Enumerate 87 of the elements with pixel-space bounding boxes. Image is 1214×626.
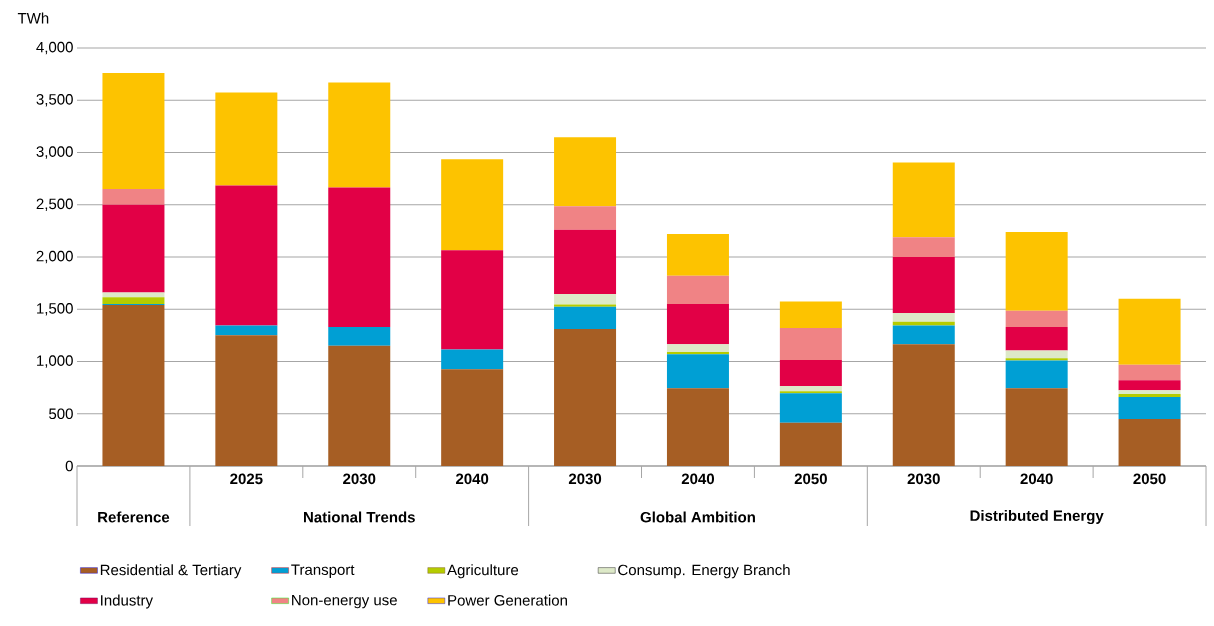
bar: [1005, 327, 1068, 351]
x-tick-label: 2040: [681, 473, 715, 485]
bar: [554, 206, 617, 230]
bar: [666, 275, 729, 305]
bar: [1118, 397, 1181, 419]
bar: [666, 388, 729, 466]
bar: [666, 344, 729, 353]
bar: [441, 369, 504, 466]
bar: [328, 82, 391, 188]
bar: [554, 229, 617, 295]
y-tick-label: 3,500: [36, 94, 73, 107]
bar: [554, 306, 617, 330]
bar: [892, 237, 955, 257]
bar: [779, 393, 842, 423]
bar: [102, 189, 165, 205]
y-tick-label: 3,000: [36, 146, 73, 159]
x-tick-label: 2040: [455, 473, 489, 485]
bar: [1118, 380, 1181, 391]
legend-label: Consump. Energy Branch: [618, 564, 790, 579]
bar: [1005, 310, 1068, 328]
bar: [779, 391, 842, 394]
bar: [328, 345, 391, 466]
text: Global Ambition: [640, 511, 755, 523]
bar: [328, 327, 391, 346]
text: Reference: [98, 511, 170, 523]
bar: [779, 422, 842, 466]
bar: [779, 301, 842, 329]
y-tick-label: 4,000: [36, 41, 73, 55]
bar: [1118, 390, 1181, 394]
bar: [215, 185, 278, 326]
bar: [1118, 298, 1181, 365]
bar: [441, 349, 504, 370]
bar: [102, 204, 165, 293]
text: Distributed Energy: [970, 509, 1104, 525]
bar: [102, 73, 165, 190]
legend-label: Agriculture: [447, 564, 519, 579]
bar: [102, 305, 165, 466]
legend-label: Industry: [101, 594, 153, 609]
x-tick-label: 2025: [230, 473, 263, 485]
bar: [441, 250, 504, 350]
bar: [1005, 358, 1068, 361]
y-tick-label: 2,500: [36, 198, 73, 211]
y-tick-label: 500: [49, 408, 73, 420]
y-tick-label: 1,500: [37, 303, 73, 316]
bar: [215, 92, 278, 186]
bar: [1005, 388, 1068, 466]
bar: [328, 187, 391, 328]
x-tick-label: 2040: [1020, 473, 1053, 485]
x-tick-label: 2030: [907, 473, 940, 485]
bar: [666, 234, 729, 276]
bar: [102, 297, 165, 305]
bar: [1118, 418, 1181, 466]
y-tick-label: 2,000: [36, 250, 73, 264]
bar: [892, 162, 955, 238]
bar: [1005, 360, 1068, 389]
bar: [1118, 393, 1181, 398]
bar: [441, 159, 504, 251]
bar: [779, 328, 842, 360]
bar: [892, 312, 955, 322]
x-tick-label: 2050: [794, 473, 827, 485]
bar: [892, 257, 955, 313]
y-axis-title: TWh: [17, 12, 49, 24]
bar: [554, 329, 617, 466]
bar: [1005, 231, 1068, 311]
text: National Trends: [304, 511, 415, 523]
bar: [779, 386, 842, 392]
legend-label: Residential & Tertiary: [100, 564, 242, 579]
bar: [215, 325, 278, 336]
bar: [779, 359, 842, 387]
x-tick-label: 2030: [568, 473, 602, 485]
bar: [892, 344, 955, 466]
x-tick-label: 2050: [1133, 473, 1166, 485]
x-tick-label: 2030: [343, 473, 376, 485]
bar: [554, 304, 617, 307]
legend-label: Power Generation: [448, 594, 567, 606]
bar: [892, 325, 955, 345]
y-tick-label: 0: [65, 460, 73, 472]
bar: [554, 294, 617, 305]
bar: [666, 354, 729, 389]
y-tick-label: 1,000: [37, 355, 73, 368]
legend-label: Non-energy use: [292, 594, 397, 609]
bar: [554, 137, 617, 207]
bar: [215, 335, 278, 466]
bar: [1118, 364, 1181, 381]
bar: [666, 304, 729, 345]
legend-label: Transport: [291, 564, 355, 578]
bar: [666, 352, 729, 355]
